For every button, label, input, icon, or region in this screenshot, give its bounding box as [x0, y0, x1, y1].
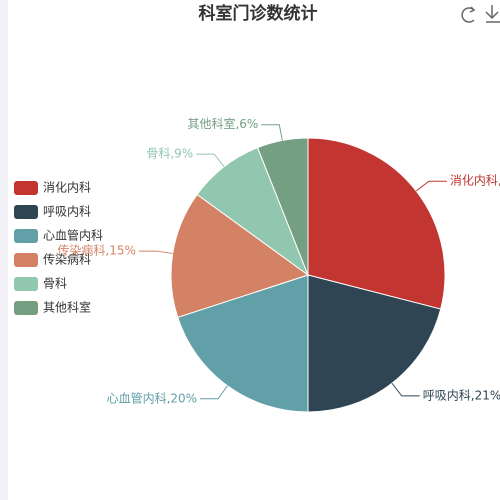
data-label: 传染病科,15% [57, 243, 136, 258]
data-label: 消化内科,29% [450, 174, 500, 188]
legend-label: 消化内科 [43, 181, 91, 195]
data-label: 心血管内科,20% [107, 390, 198, 405]
label-line [200, 385, 228, 400]
legend-swatch [14, 229, 38, 243]
legend-swatch [14, 277, 38, 291]
download-icon[interactable] [485, 5, 500, 23]
label-line [391, 382, 420, 397]
data-label: 呼吸内科,21% [423, 388, 500, 402]
label-line [196, 153, 225, 168]
label-line [138, 250, 173, 255]
side-strip [0, 0, 8, 500]
legend-swatch [14, 301, 38, 315]
chart-title: 科室门诊数统计 [199, 3, 318, 24]
legend-swatch [14, 253, 38, 267]
legend-label: 其他科室 [43, 300, 91, 315]
label-line [261, 124, 283, 141]
data-label: 骨科,9% [146, 147, 193, 161]
data-label: 其他科室,6% [187, 116, 258, 131]
legend-label: 骨科 [43, 277, 67, 291]
legend-swatch [14, 205, 38, 219]
legend-swatch [14, 181, 38, 195]
legend-label: 心血管内科 [43, 228, 103, 243]
legend-label: 呼吸内科 [43, 205, 91, 219]
pie-slice [256, 137, 309, 276]
label-line [415, 180, 447, 192]
refresh-icon[interactable] [461, 6, 476, 23]
legend-label: 传染病科 [43, 252, 91, 267]
pie-slice [307, 274, 442, 413]
